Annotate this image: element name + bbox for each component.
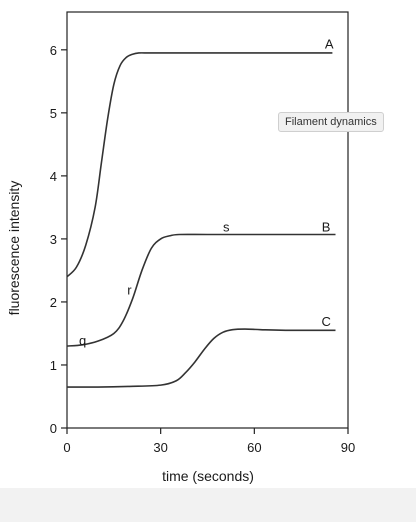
x-tick-label: 90 — [341, 440, 355, 455]
y-tick-label: 0 — [50, 421, 57, 436]
curve-label-s: s — [223, 219, 230, 234]
y-tick-label: 3 — [50, 232, 57, 247]
x-axis-label: time (seconds) — [162, 468, 254, 484]
y-axis-label: fluorescence intensity — [6, 181, 22, 316]
series-line-a — [66, 52, 333, 278]
y-tick-label: 6 — [50, 43, 57, 58]
y-tick-label: 2 — [50, 295, 57, 310]
x-tick-label: 30 — [153, 440, 167, 455]
curve-label-q: q — [79, 333, 86, 348]
tooltip: Filament dynamics — [278, 112, 384, 132]
plot-frame — [66, 11, 349, 429]
bottom-bar — [0, 488, 416, 522]
y-tick-label: 4 — [50, 169, 57, 184]
series-line-c — [66, 328, 336, 388]
y-tick-label: 5 — [50, 106, 57, 121]
x-tick-label: 0 — [63, 440, 70, 455]
curve-label-c: C — [321, 314, 330, 329]
curve-label-b: B — [322, 219, 331, 234]
curve-label-a: A — [325, 37, 334, 52]
curve-label-r: r — [127, 282, 132, 297]
series-line-b — [66, 233, 336, 347]
curve-labels: A B Cs r q — [79, 37, 334, 348]
y-tick-label: 1 — [50, 358, 57, 373]
curves — [66, 52, 336, 388]
x-tick-label: 60 — [247, 440, 261, 455]
